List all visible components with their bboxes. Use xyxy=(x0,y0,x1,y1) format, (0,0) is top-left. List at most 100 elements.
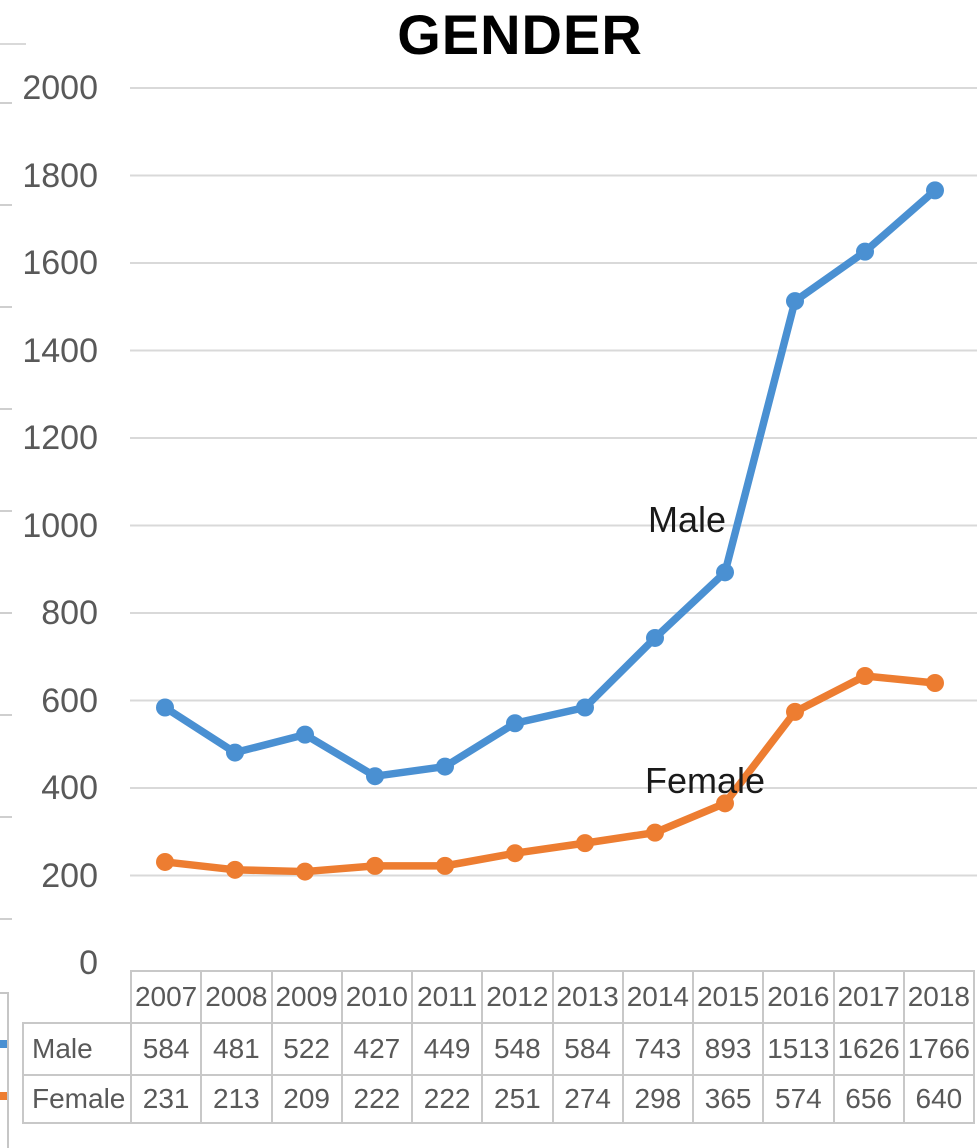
female-point-2017[interactable] xyxy=(856,667,874,685)
year-header-cell: 2009 xyxy=(270,970,343,1024)
female-point-2009[interactable] xyxy=(296,862,314,881)
male-value-cell: 449 xyxy=(410,1022,484,1076)
female-value-cell: 209 xyxy=(270,1074,343,1124)
y-tick-label-0: 0 xyxy=(79,944,98,982)
male-series[interactable] xyxy=(156,181,944,786)
female-value-cell: 251 xyxy=(481,1074,554,1124)
year-header-cell: 2007 xyxy=(129,970,203,1024)
male-point-2016[interactable] xyxy=(786,292,804,311)
cropped-tick-fragment xyxy=(0,714,12,716)
female-point-2015[interactable] xyxy=(716,794,734,813)
year-header-cell: 2011 xyxy=(410,970,484,1024)
female-point-2008[interactable] xyxy=(226,860,244,879)
cropped-tick-fragment xyxy=(0,102,12,104)
female-point-2011[interactable] xyxy=(436,856,454,875)
year-header-cell: 2016 xyxy=(762,970,835,1024)
male-point-2015[interactable] xyxy=(716,563,734,582)
male-value-cell: 548 xyxy=(481,1022,554,1076)
female-value-cell: 640 xyxy=(902,1074,976,1124)
cropped-tick-fragment xyxy=(0,408,12,410)
male-value-cell: 427 xyxy=(340,1022,414,1076)
female-legend-key-icon xyxy=(0,1092,7,1100)
cropped-tick-fragment xyxy=(0,306,12,308)
series-label-female: Female xyxy=(645,760,766,801)
female-value-cell: 574 xyxy=(762,1074,835,1124)
female-point-2012[interactable] xyxy=(506,844,524,863)
male-value-cell: 584 xyxy=(129,1022,203,1076)
male-point-2012[interactable] xyxy=(506,714,524,733)
row-label-female: Female xyxy=(22,1074,132,1124)
male-line[interactable] xyxy=(161,186,939,780)
female-series[interactable] xyxy=(156,667,944,881)
y-tick-label-1200: 1200 xyxy=(22,419,98,457)
male-point-2009[interactable] xyxy=(296,725,314,744)
female-value-cell: 298 xyxy=(621,1074,695,1124)
year-header-cell: 2013 xyxy=(551,970,624,1024)
male-value-cell: 481 xyxy=(200,1022,273,1076)
data-table: 2007 2008 2009 2010 2011 2012 2013 2014 2015 2016… xyxy=(22,970,976,1124)
male-point-2010[interactable] xyxy=(366,767,384,786)
female-value-cell: 274 xyxy=(551,1074,624,1124)
year-header-cell: 2015 xyxy=(691,970,765,1024)
y-tick-label-800: 800 xyxy=(41,594,98,632)
y-tick-label-600: 600 xyxy=(41,681,98,720)
cropped-tick-fragment xyxy=(0,816,12,818)
female-value-cell: 231 xyxy=(129,1074,203,1124)
y-tick-label-1800: 1800 xyxy=(22,156,98,195)
table-row-male: Male 584 481 522 427 449 548 584 743 893 1513 1626 1… xyxy=(22,1022,976,1076)
male-point-2014[interactable] xyxy=(646,628,664,647)
male-point-2013[interactable] xyxy=(576,698,594,717)
cropped-tick-fragment xyxy=(0,612,12,614)
cropped-tick-fragment xyxy=(0,204,12,206)
male-point-2008[interactable] xyxy=(226,743,244,762)
year-header-cell: 2014 xyxy=(621,970,695,1024)
male-value-cell: 1626 xyxy=(832,1022,905,1076)
cropped-border-fragment-top xyxy=(0,43,26,45)
male-value-cell: 1513 xyxy=(762,1022,835,1076)
female-point-2018[interactable] xyxy=(926,674,944,692)
male-value-cell: 522 xyxy=(270,1022,343,1076)
table-corner-cell xyxy=(23,971,131,1023)
male-point-2011[interactable] xyxy=(436,757,454,776)
female-point-2007[interactable] xyxy=(156,852,174,871)
legend-key-cell-border-top xyxy=(0,992,8,994)
y-tick-label-1600: 1600 xyxy=(22,244,98,282)
male-value-cell: 584 xyxy=(551,1022,624,1076)
male-point-2007[interactable] xyxy=(156,698,174,717)
row-label-male: Male xyxy=(22,1022,132,1076)
male-point-2018[interactable] xyxy=(926,181,944,200)
female-value-cell: 213 xyxy=(200,1074,273,1124)
y-tick-label-400: 400 xyxy=(41,769,98,807)
y-tick-label-2000: 2000 xyxy=(22,69,98,107)
male-value-cell: 1766 xyxy=(902,1022,976,1076)
male-point-2017[interactable] xyxy=(856,242,874,261)
female-value-cell: 656 xyxy=(832,1074,905,1124)
year-header-cell: 2018 xyxy=(902,970,976,1024)
female-value-cell: 222 xyxy=(340,1074,414,1124)
female-point-2016[interactable] xyxy=(786,702,804,721)
male-legend-key-icon xyxy=(0,1040,7,1048)
female-point-2013[interactable] xyxy=(576,834,594,853)
year-header-cell: 2010 xyxy=(340,970,414,1024)
female-value-cell: 222 xyxy=(410,1074,484,1124)
year-header-cell: 2008 xyxy=(200,970,273,1024)
y-tick-label-1000: 1000 xyxy=(22,506,98,545)
female-point-2010[interactable] xyxy=(366,856,384,875)
female-point-2014[interactable] xyxy=(646,823,664,842)
male-value-cell: 893 xyxy=(691,1022,765,1076)
female-value-cell: 365 xyxy=(691,1074,765,1124)
y-tick-label-1400: 1400 xyxy=(22,331,98,370)
y-tick-label-200: 200 xyxy=(41,856,98,895)
male-value-cell: 743 xyxy=(621,1022,695,1076)
cropped-tick-fragment xyxy=(0,918,12,920)
female-line[interactable] xyxy=(161,672,939,876)
legend-key-cell-border-right xyxy=(7,992,9,1148)
year-header-cell: 2012 xyxy=(481,970,554,1024)
series-label-male: Male xyxy=(648,499,727,540)
chart-title: GENDER xyxy=(397,3,643,66)
table-row-female: Female 231 213 209 222 222 251 274 298 365 574 656 6… xyxy=(22,1074,976,1124)
year-header-cell: 2017 xyxy=(832,970,905,1024)
cropped-tick-fragment xyxy=(0,510,12,512)
